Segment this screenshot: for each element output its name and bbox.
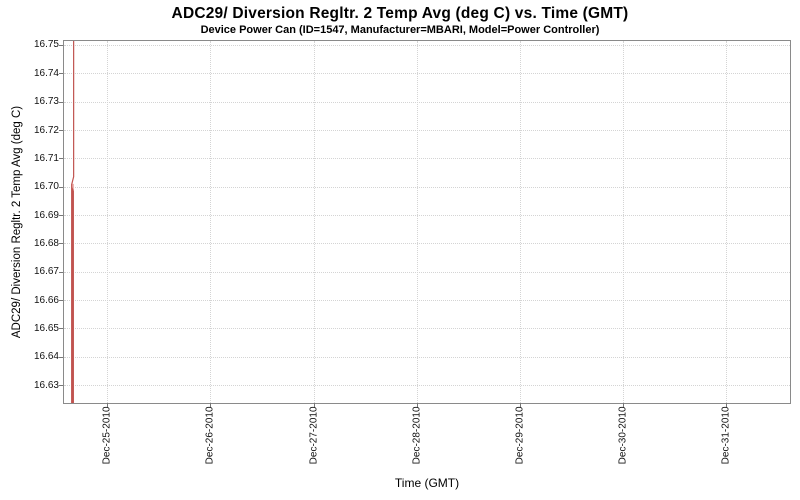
y-tick-mark (59, 385, 63, 387)
series-plot (71, 41, 75, 403)
y-gridline (64, 186, 790, 188)
x-tick-mark (726, 403, 728, 407)
y-tick-mark (59, 44, 63, 46)
y-tick-mark (59, 130, 63, 131)
y-tick-label: 16.71 (33, 152, 59, 164)
x-tick-label: Dec-29-2010 (514, 406, 526, 465)
y-gridline (64, 158, 790, 160)
y-tick-mark (59, 215, 63, 217)
y-gridline (64, 328, 790, 330)
y-gridline (64, 73, 790, 75)
x-tick-label: Dec-25-2010 (101, 406, 113, 465)
y-tick-label: 16.69 (33, 209, 59, 221)
y-tick-label: 16.67 (33, 266, 59, 278)
series-line (71, 41, 75, 403)
y-gridline (64, 130, 790, 131)
y-tick-label: 16.65 (33, 322, 59, 334)
plot-area (63, 40, 791, 404)
x-tick-mark (210, 403, 212, 407)
y-tick-mark (59, 186, 63, 188)
x-gridline (726, 41, 728, 403)
x-gridline (107, 41, 109, 403)
y-gridline (64, 385, 790, 387)
x-tick-mark (107, 403, 109, 407)
y-tick-label: 16.64 (33, 351, 59, 363)
x-tick-label: Dec-27-2010 (308, 406, 320, 465)
y-gridline (64, 271, 790, 273)
y-gridline (64, 356, 790, 358)
y-gridline (64, 300, 790, 302)
y-tick-mark (59, 101, 63, 103)
y-gridline (64, 44, 790, 46)
x-gridline (313, 41, 315, 403)
y-gridline (64, 101, 790, 103)
x-tick-mark (519, 403, 521, 407)
x-gridline (210, 41, 212, 403)
y-axis-title: ADC29/ Diversion Regltr. 2 Temp Avg (deg… (11, 105, 23, 339)
y-tick-label: 16.75 (33, 39, 59, 51)
y-tick-mark (59, 271, 63, 273)
y-tick-label: 16.66 (33, 294, 59, 306)
x-axis-title: Time (GMT) (394, 476, 460, 490)
y-tick-label: 16.72 (33, 124, 59, 136)
x-gridline (519, 41, 521, 403)
x-tick-mark (416, 403, 418, 407)
y-tick-mark (59, 300, 63, 302)
y-tick-label: 16.74 (33, 67, 59, 79)
y-tick-label: 16.70 (33, 181, 59, 193)
y-tick-mark (59, 328, 63, 330)
y-gridline (64, 243, 790, 245)
y-tick-mark (59, 356, 63, 358)
x-gridline (416, 41, 418, 403)
x-gridline (622, 41, 624, 403)
x-tick-label: Dec-26-2010 (204, 406, 216, 465)
x-tick-mark (313, 403, 315, 407)
y-tick-mark (59, 73, 63, 75)
chart-subtitle: Device Power Can (ID=1547, Manufacturer=… (200, 24, 600, 36)
y-tick-label: 16.63 (33, 379, 59, 391)
x-tick-label: Dec-28-2010 (411, 406, 423, 465)
chart-title: ADC29/ Diversion Regltr. 2 Temp Avg (deg… (171, 5, 629, 22)
y-tick-label: 16.73 (33, 96, 59, 108)
y-tick-mark (59, 243, 63, 245)
y-gridline (64, 215, 790, 217)
y-tick-label: 16.68 (33, 237, 59, 249)
x-tick-label: Dec-31-2010 (720, 406, 732, 465)
y-tick-mark (59, 158, 63, 160)
x-tick-label: Dec-30-2010 (617, 406, 629, 465)
x-tick-mark (622, 403, 624, 407)
